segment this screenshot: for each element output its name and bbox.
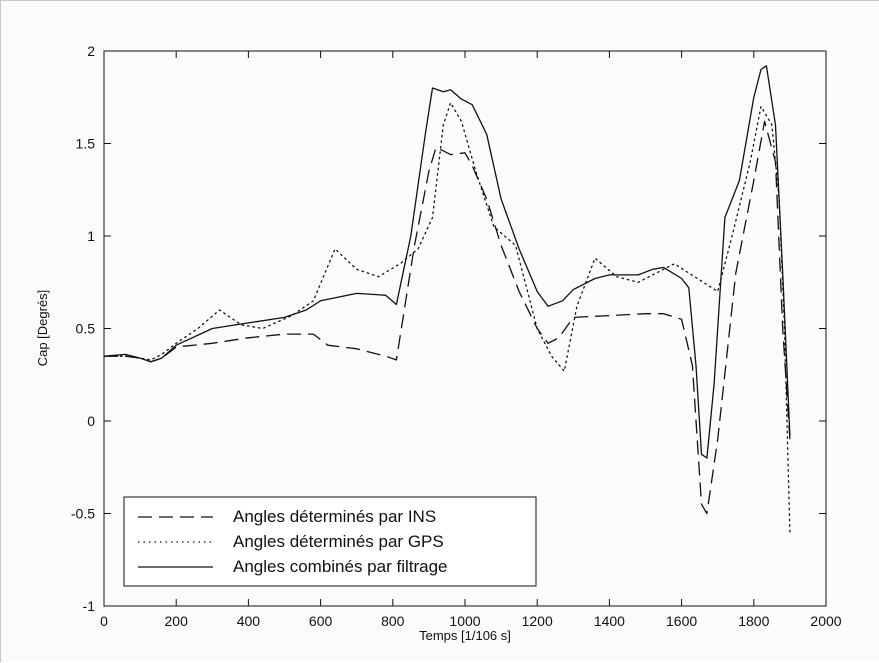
y-tick-label: -1 [83, 598, 96, 614]
plot-area-border [103, 50, 827, 607]
series-line-dotted [103, 102, 791, 533]
y-tick-label: 0.5 [76, 321, 96, 337]
x-tick-label: 1400 [594, 613, 625, 629]
legend: Angles déterminés par INS Angles détermin… [123, 496, 537, 587]
x-tick-label: 800 [381, 613, 405, 629]
axis-ticks: 0 200 400 600 800 1000 1200 1400 1600 1800 2000 -1 -… [71, 43, 842, 629]
y-axis-label: Cap [Degrés] [35, 290, 50, 367]
legend-label: Angles déterminés par INS [233, 507, 436, 526]
x-tick-label: 0 [100, 613, 108, 629]
x-tick-label: 2000 [810, 613, 841, 629]
x-tick-label: 200 [165, 613, 189, 629]
x-tick-label: 400 [237, 613, 261, 629]
legend-box [123, 496, 537, 587]
x-tick-label: 600 [309, 613, 333, 629]
y-tick-label: 0 [87, 413, 95, 429]
series-line-dashed [104, 120, 791, 515]
y-tick-label: 1.5 [76, 136, 96, 152]
x-tick-label: 1600 [666, 613, 697, 629]
y-tick-label: -0.5 [71, 506, 95, 522]
y-tick-label: 1 [87, 228, 95, 244]
x-tick-label: 1800 [738, 613, 769, 629]
legend-label: Angles combinés par filtrage [233, 557, 448, 576]
x-tick-label: 1200 [522, 613, 553, 629]
y-tick-label: 2 [87, 43, 95, 59]
legend-label: Angles déterminés par GPS [233, 532, 444, 551]
series-lines [103, 65, 791, 533]
x-tick-label: 1000 [449, 613, 480, 629]
series-line-solid [103, 65, 791, 459]
x-axis-label: Temps [1/106 s] [419, 628, 511, 643]
